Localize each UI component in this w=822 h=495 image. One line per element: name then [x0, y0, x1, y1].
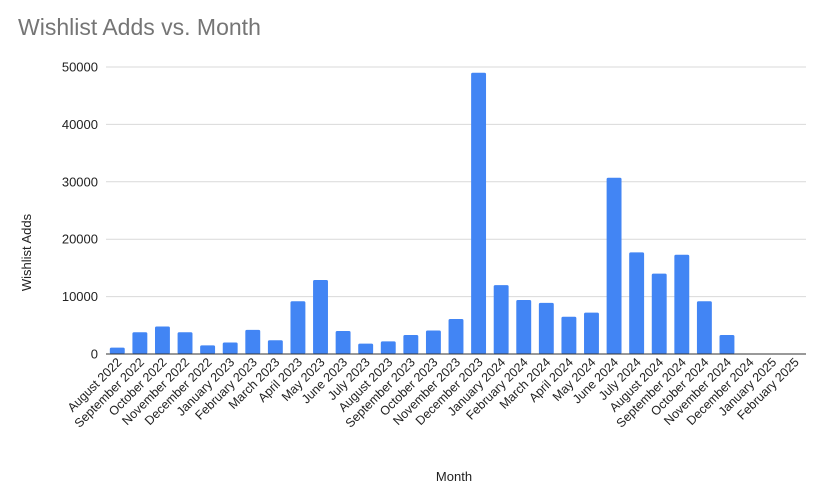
bar [177, 332, 193, 354]
y-tick-label: 20000 [62, 232, 98, 247]
bar [719, 335, 735, 354]
y-tick-label: 30000 [62, 174, 98, 189]
bar [403, 335, 419, 354]
bar [245, 329, 261, 354]
bar [493, 285, 509, 354]
bar [290, 301, 306, 354]
y-axis-ticks: 0 10000 20000 30000 40000 50000 [62, 60, 98, 362]
bar [696, 301, 712, 354]
bar [200, 345, 216, 354]
bar [109, 347, 125, 354]
bars [109, 72, 735, 355]
bar [448, 318, 464, 354]
bar [629, 252, 645, 354]
bar [561, 316, 577, 354]
bar [516, 300, 532, 354]
bar [471, 72, 487, 355]
bar [584, 312, 599, 354]
chart-title: Wishlist Adds vs. Month [18, 14, 261, 40]
bar [380, 341, 396, 354]
y-tick-label: 40000 [62, 117, 98, 132]
x-axis-title: Month [436, 469, 472, 484]
bar [222, 342, 238, 354]
bar [674, 254, 690, 354]
bar [132, 332, 148, 354]
y-tick-label: 10000 [62, 289, 98, 304]
y-tick-label: 50000 [62, 60, 98, 75]
bar [425, 330, 441, 354]
bar [267, 340, 283, 354]
bar [358, 343, 374, 354]
bar [155, 326, 170, 354]
bar [313, 279, 328, 354]
y-tick-label: 0 [91, 347, 98, 362]
gridlines [106, 66, 806, 298]
bar [651, 273, 667, 354]
bar [538, 302, 554, 354]
bar [606, 177, 622, 354]
bar [335, 331, 351, 354]
y-axis-title: Wishlist Adds [19, 213, 34, 291]
